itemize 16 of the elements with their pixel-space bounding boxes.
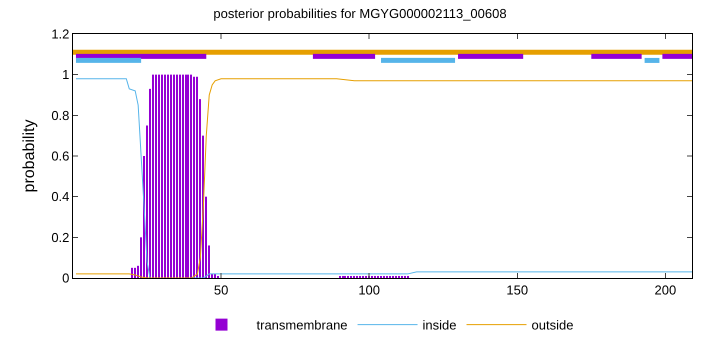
y-tick-label: 0 (62, 270, 70, 286)
x-tick-label: 50 (214, 282, 228, 298)
chart-title: posterior probabilities for MGYG000002113_00608 (213, 6, 507, 21)
x-tick-label: 200 (654, 282, 676, 298)
legend-label: outside (532, 318, 574, 333)
x-tick-label: 150 (506, 282, 528, 298)
y-tick-label: 0.8 (51, 108, 70, 123)
y-tick-label: 0.4 (51, 189, 70, 204)
y-tick-label: 1.2 (51, 26, 70, 42)
x-tick-label: 100 (358, 282, 380, 298)
y-tick-label: 0.2 (51, 230, 70, 245)
legend-label: inside (422, 318, 457, 333)
y-tick-label: 1 (62, 67, 70, 82)
y-tick-label: 0.6 (51, 148, 70, 164)
y-axis-title: probability (21, 120, 38, 192)
legend-label: transmembrane (256, 318, 348, 333)
